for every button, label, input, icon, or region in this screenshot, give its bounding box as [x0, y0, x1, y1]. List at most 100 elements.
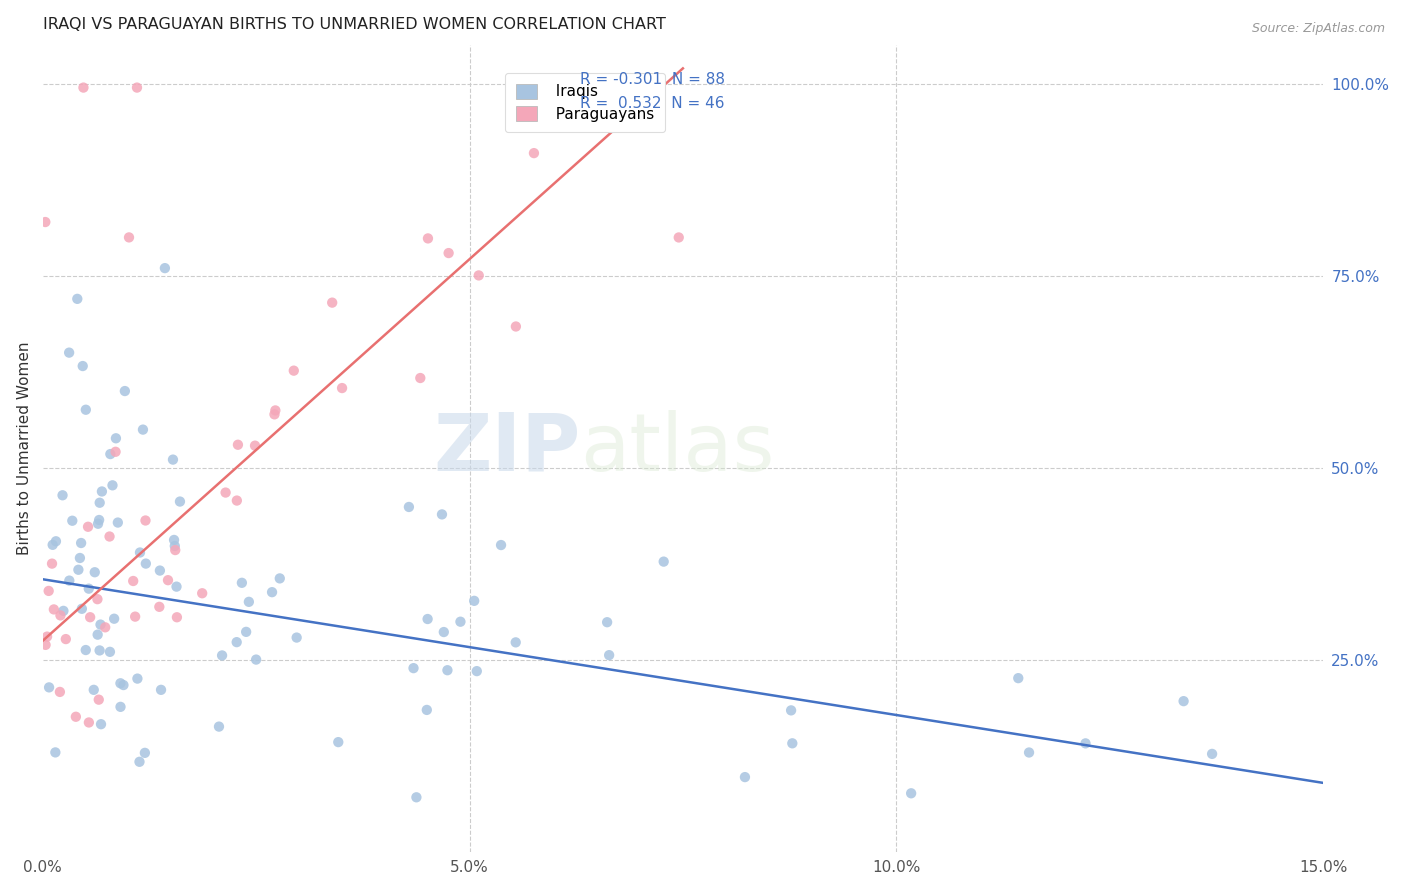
Point [58, 574, 80, 588]
Point [208, 720, 231, 734]
Point [86, 592, 108, 607]
Point [409, 371, 432, 385]
Point [243, 439, 266, 453]
Point [162, 452, 184, 467]
Point [107, 516, 129, 530]
Point [129, 545, 152, 559]
Point [34, 638, 56, 652]
Point [70, 536, 93, 550]
Point [87, 513, 110, 527]
Point [1007, 671, 1029, 685]
Point [122, 574, 145, 588]
Point [72, 359, 94, 373]
Point [103, 612, 125, 626]
Point [69, 551, 91, 566]
Point [238, 595, 260, 609]
Point [104, 444, 127, 458]
Point [436, 663, 458, 677]
Text: ZIP: ZIP [433, 409, 581, 488]
Point [321, 295, 343, 310]
Point [900, 786, 922, 800]
Point [165, 543, 187, 558]
Point [226, 438, 249, 452]
Point [330, 381, 353, 395]
Point [134, 514, 156, 528]
Point [231, 575, 253, 590]
Point [83, 566, 105, 580]
Point [148, 599, 170, 614]
Point [42, 602, 65, 616]
Point [110, 699, 132, 714]
Point [1173, 694, 1195, 708]
Point [132, 423, 155, 437]
Point [489, 538, 512, 552]
Text: R =  0.532  N = 46: R = 0.532 N = 46 [581, 96, 725, 112]
Point [65, 710, 87, 724]
Point [416, 612, 439, 626]
Point [263, 408, 285, 422]
Point [55, 632, 77, 646]
Point [214, 485, 236, 500]
Point [45, 534, 67, 549]
Point [1074, 736, 1097, 750]
Point [89, 643, 111, 657]
Point [87, 516, 110, 531]
Point [402, 661, 425, 675]
Point [245, 652, 267, 666]
Point [87, 692, 110, 706]
Point [60, 514, 83, 528]
Point [86, 627, 108, 641]
Point [465, 664, 488, 678]
Point [225, 493, 247, 508]
Point [124, 609, 146, 624]
Point [77, 715, 100, 730]
Point [52, 604, 75, 618]
Point [433, 625, 456, 640]
Point [41, 557, 63, 571]
Text: Source: ZipAtlas.com: Source: ZipAtlas.com [1251, 22, 1385, 36]
Point [269, 571, 291, 585]
Point [225, 635, 247, 649]
Point [782, 736, 804, 750]
Point [416, 231, 439, 245]
Point [70, 602, 93, 616]
Point [112, 678, 135, 692]
Point [328, 735, 350, 749]
Point [89, 617, 111, 632]
Point [650, 77, 672, 91]
Point [75, 402, 97, 417]
Point [153, 261, 176, 276]
Point [163, 533, 186, 547]
Point [150, 682, 173, 697]
Point [41, 538, 63, 552]
Point [463, 594, 485, 608]
Point [90, 484, 112, 499]
Text: IRAQI VS PARAGUAYAN BIRTHS TO UNMARRIED WOMEN CORRELATION CHART: IRAQI VS PARAGUAYAN BIRTHS TO UNMARRIED … [42, 17, 665, 32]
Point [166, 610, 188, 624]
Point [77, 520, 100, 534]
Point [191, 586, 214, 600]
Point [94, 620, 117, 634]
Point [114, 384, 136, 398]
Point [90, 717, 112, 731]
Point [34, 215, 56, 229]
Point [58, 345, 80, 359]
Point [505, 319, 527, 334]
Point [75, 643, 97, 657]
Point [734, 770, 756, 784]
Point [416, 703, 439, 717]
Point [127, 672, 149, 686]
Point [1201, 747, 1223, 761]
Text: atlas: atlas [581, 409, 775, 488]
Point [44, 746, 66, 760]
Point [83, 682, 105, 697]
Point [668, 230, 690, 244]
Point [72, 80, 94, 95]
Legend:   Iraqis,   Paraguayans: Iraqis, Paraguayans [505, 73, 665, 132]
Point [49, 685, 72, 699]
Point [98, 447, 121, 461]
Point [285, 631, 308, 645]
Point [77, 582, 100, 596]
Point [780, 703, 803, 717]
Point [35, 630, 58, 644]
